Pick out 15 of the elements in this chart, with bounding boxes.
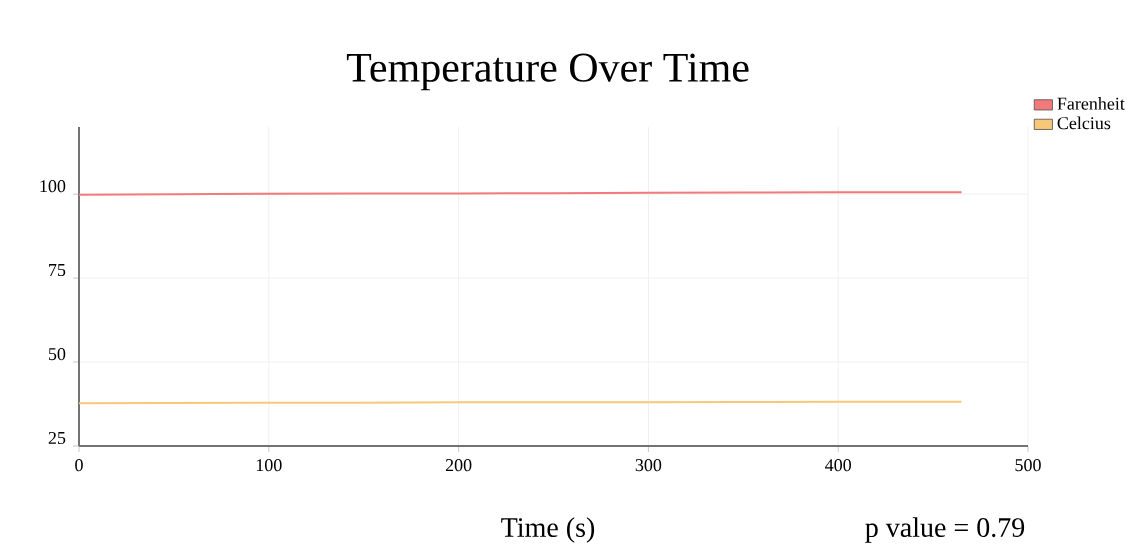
x-tick-label: 400	[825, 459, 852, 472]
x-tick-label: 300	[635, 459, 662, 472]
legend-label: Farenheit	[1057, 97, 1125, 110]
x-tick-label: 0	[75, 459, 83, 472]
y-tick-label: 100	[40, 180, 66, 193]
x-tick-label: 200	[445, 459, 472, 472]
x-tick-label: 100	[256, 459, 282, 472]
x-tick-label: 500	[1015, 459, 1041, 472]
y-tick-label: 25	[48, 431, 66, 445]
chart-title: Temperature Over Time	[346, 53, 749, 91]
legend-label: Celcius	[1057, 116, 1111, 130]
y-tick-label: 75	[49, 264, 66, 277]
x-axis-title: Time (s)	[501, 517, 595, 543]
y-tick-label: 50	[48, 347, 66, 361]
text: p value = 0.79	[865, 517, 1025, 543]
